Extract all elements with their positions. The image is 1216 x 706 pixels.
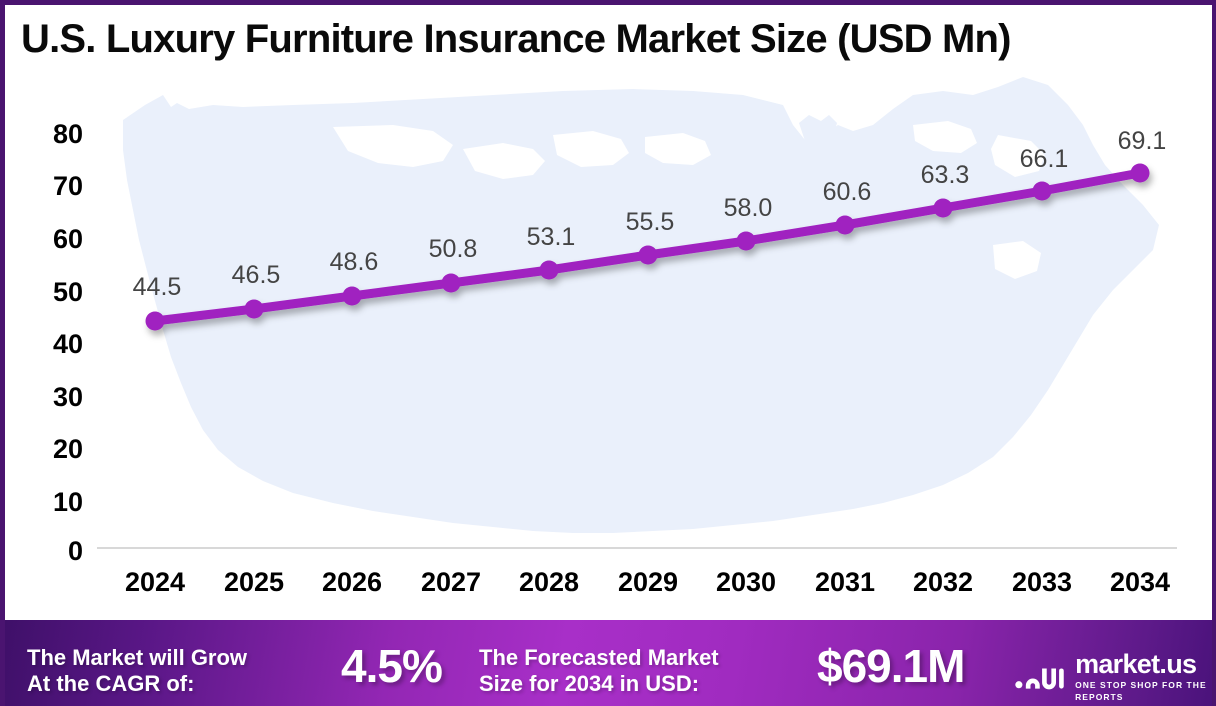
x-axis-tick-2026: 2026 (321, 567, 383, 597)
x-axis-tick-2028: 2028 (518, 567, 580, 597)
market-us-bars-icon (1015, 658, 1066, 696)
x-axis-tick-2024: 2024 (124, 567, 186, 597)
forecast-value: $69.1M (817, 640, 965, 692)
data-label-2027: 50.8 (429, 235, 478, 263)
brand-logo[interactable]: market.us ONE STOP SHOP FOR THE REPORTS (1015, 649, 1212, 703)
data-point-marker (539, 260, 559, 280)
data-label-2034: 69.1 (1118, 127, 1167, 155)
data-label-2030: 58.0 (724, 194, 773, 222)
x-axis: 2024 2025 2026 2027 2028 2029 2030 2031 … (5, 565, 1212, 615)
y-axis-tick-60: 60 (52, 224, 83, 254)
footer-summary-bar: The Market will Grow At the CAGR of: 4.5… (5, 620, 1212, 706)
data-label-2024: 44.5 (133, 273, 182, 301)
data-point-marker (342, 286, 362, 306)
y-axis-tick-80: 80 (52, 119, 83, 149)
page-title: U.S. Luxury Furniture Insurance Market S… (21, 17, 1012, 61)
data-label-2032: 63.3 (921, 161, 970, 189)
forecast-label: The Forecasted Market Size for 2034 in U… (479, 645, 799, 697)
data-label-2033: 66.1 (1020, 145, 1069, 173)
data-label-2028: 53.1 (527, 223, 576, 251)
y-axis-tick-20: 20 (52, 434, 83, 464)
cagr-label-line1: The Market will Grow (27, 645, 248, 670)
line-series-layer: 44.5 46.5 48.6 50.8 53.1 55.5 58.0 60.6 … (133, 127, 1167, 331)
cagr-value: 4.5% (341, 640, 443, 692)
data-point-marker (1130, 163, 1150, 183)
data-label-2031: 60.6 (823, 178, 872, 206)
data-point-marker (638, 245, 658, 265)
data-point-marker (441, 273, 461, 293)
data-point-marker (145, 311, 165, 331)
data-point-marker (736, 231, 756, 251)
forecast-label-line2: Size for 2034 in USD: (479, 671, 700, 696)
data-label-2026: 48.6 (330, 248, 379, 276)
x-axis-tick-2029: 2029 (617, 567, 679, 597)
usa-map-background-icon (93, 65, 1179, 547)
forecast-label-line1: The Forecasted Market (479, 645, 719, 670)
x-axis-tick-2027: 2027 (420, 567, 482, 597)
data-point-marker (1032, 181, 1052, 201)
y-axis-tick-0: 0 (67, 536, 83, 566)
brand-tagline: ONE STOP SHOP FOR THE REPORTS (1075, 680, 1207, 702)
brand-name: market.us (1075, 649, 1197, 679)
x-axis-tick-2032: 2032 (912, 567, 974, 597)
data-point-marker (244, 299, 264, 319)
y-axis-tick-40: 40 (52, 329, 83, 359)
data-label-2029: 55.5 (626, 208, 675, 236)
brand-logo-text: market.us ONE STOP SHOP FOR THE REPORTS (1075, 649, 1212, 703)
y-axis-tick-50: 50 (52, 277, 83, 307)
x-axis-tick-2030: 2030 (715, 567, 777, 597)
data-point-marker (933, 198, 953, 218)
data-label-2025: 46.5 (232, 261, 281, 289)
y-axis: 80 70 60 50 40 30 20 10 0 (5, 65, 83, 565)
chart-plot-area: 80 70 60 50 40 30 20 10 0 (5, 65, 1212, 620)
y-axis-tick-10: 10 (52, 487, 83, 517)
cagr-label-line2: At the CAGR of: (27, 671, 195, 696)
y-axis-tick-70: 70 (52, 171, 83, 201)
ruler-decoration-icon (89, 113, 115, 335)
cagr-label: The Market will Grow At the CAGR of: (27, 645, 297, 697)
data-point-marker (835, 215, 855, 235)
y-axis-tick-30: 30 (52, 382, 83, 412)
x-axis-baseline (97, 547, 1177, 549)
x-axis-tick-2031: 2031 (814, 567, 876, 597)
x-axis-tick-2034: 2034 (1109, 567, 1171, 597)
x-axis-tick-2033: 2033 (1011, 567, 1073, 597)
x-axis-tick-2025: 2025 (223, 567, 285, 597)
